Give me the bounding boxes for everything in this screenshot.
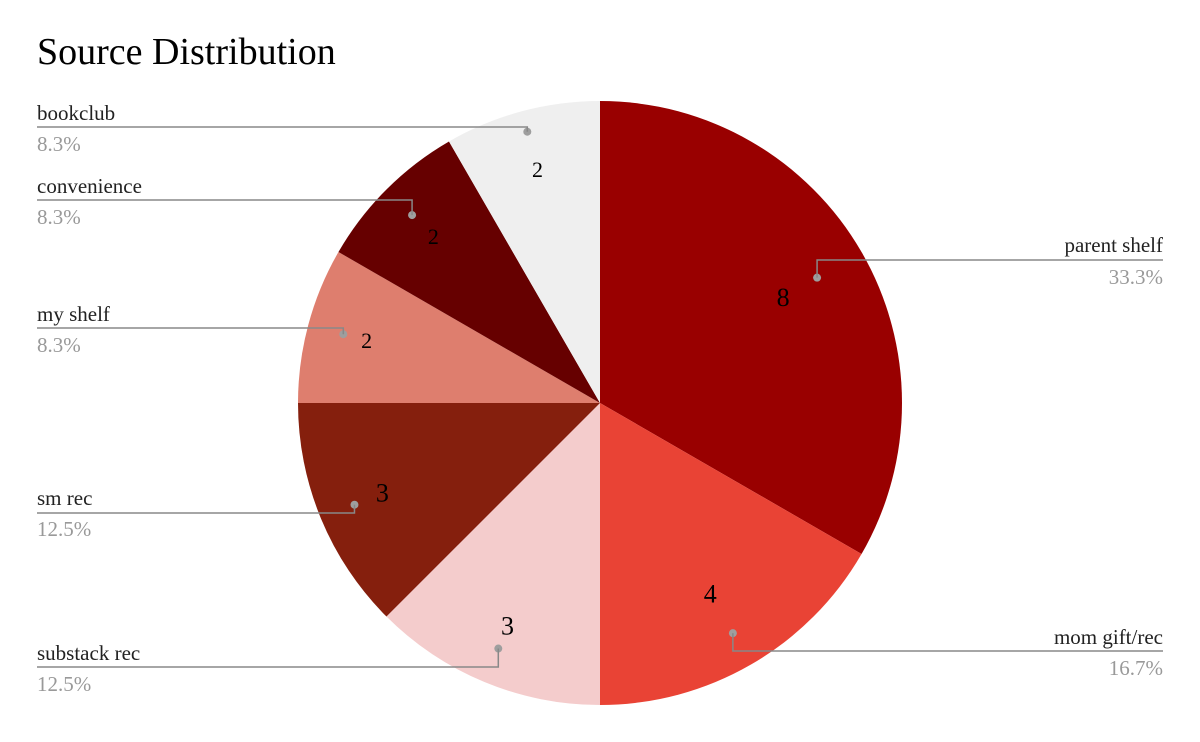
legend-label-convenience: convenience xyxy=(37,174,142,198)
callout-line-substack-rec xyxy=(37,648,500,668)
slice-convenience xyxy=(338,141,600,403)
slice-value-bookclub: 2 xyxy=(532,157,543,182)
slice-parent-shelf xyxy=(600,101,902,554)
slice-value-sm-rec: 3 xyxy=(376,479,389,508)
legend-label-bookclub: bookclub xyxy=(37,101,115,125)
slice-my-shelf xyxy=(298,252,600,403)
callouts-layer: parent shelf 33.3% mom gift/rec 16.7% substa… xyxy=(37,101,1163,696)
slice-value-parent-shelf: 8 xyxy=(777,283,790,312)
legend-label-sm-rec: sm rec xyxy=(37,486,92,510)
callout-line-bookclub xyxy=(37,126,529,132)
chart-title: Source Distribution xyxy=(37,31,336,73)
legend-label-parent-shelf: parent shelf xyxy=(1064,233,1163,257)
legend-label-my-shelf: my shelf xyxy=(37,302,110,326)
slice-value-substack-rec: 3 xyxy=(501,612,514,641)
callout-line-mom-gift-rec xyxy=(732,633,1163,652)
legend-label-substack-rec: substack rec xyxy=(37,641,140,665)
callout-line-my-shelf xyxy=(37,327,345,335)
legend-percent-substack-rec: 12.5% xyxy=(37,672,91,696)
legend-percent-bookclub: 8.3% xyxy=(37,132,81,156)
callout-line-sm-rec xyxy=(37,504,356,514)
legend-percent-sm-rec: 12.5% xyxy=(37,517,91,541)
slice-substack-rec xyxy=(386,403,600,705)
legend-percent-parent-shelf: 33.3% xyxy=(1109,265,1163,289)
slices-layer xyxy=(298,101,902,705)
slice-bookclub xyxy=(449,101,600,403)
legend-percent-mom-gift-rec: 16.7% xyxy=(1109,656,1163,680)
slice-value-my-shelf: 2 xyxy=(361,328,372,353)
slice-value-convenience: 2 xyxy=(428,224,439,249)
legend-percent-convenience: 8.3% xyxy=(37,205,81,229)
legend-percent-my-shelf: 8.3% xyxy=(37,333,81,357)
slice-mom-gift-rec xyxy=(600,403,862,705)
slice-sm-rec xyxy=(298,403,600,617)
callout-line-parent-shelf xyxy=(816,259,1163,278)
slice-values-layer: 8 4 3 3 2 2 2 xyxy=(361,157,789,641)
legend-label-mom-gift-rec: mom gift/rec xyxy=(1054,625,1163,649)
slice-value-mom-gift-rec: 4 xyxy=(704,579,717,608)
callout-line-convenience xyxy=(37,199,413,216)
